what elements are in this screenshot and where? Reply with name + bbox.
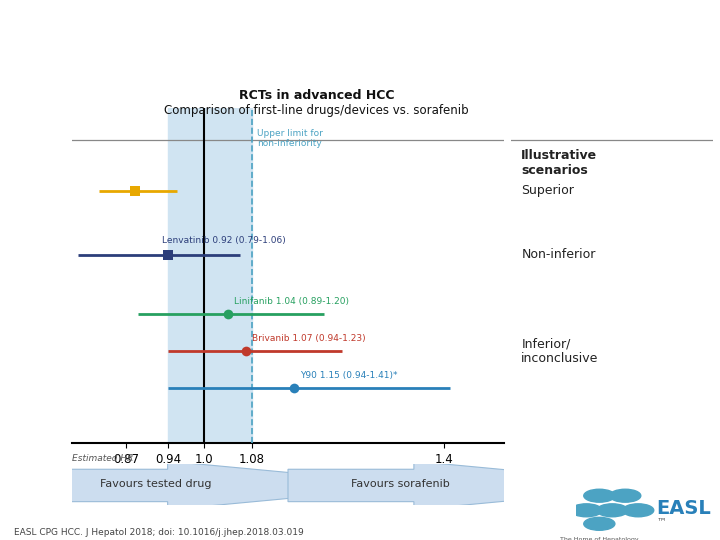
Circle shape [584, 517, 615, 530]
Circle shape [571, 504, 602, 517]
Text: Non-inferiority results in advanced HCC: Non-inferiority results in advanced HCC [25, 26, 438, 46]
Text: Lenvatinib 0.92 (0.79-1.06): Lenvatinib 0.92 (0.79-1.06) [162, 235, 286, 245]
Circle shape [584, 489, 615, 502]
Text: Favours tested drug: Favours tested drug [101, 479, 212, 489]
Circle shape [610, 489, 641, 502]
Text: Illustrative
scenarios: Illustrative scenarios [521, 149, 598, 177]
Text: Inferior/
inconclusive: Inferior/ inconclusive [521, 337, 598, 365]
Text: ⌂: ⌂ [662, 25, 685, 59]
Text: Comparison of first-line drugs/devices vs. sorafenib: Comparison of first-line drugs/devices v… [164, 104, 469, 117]
Text: Estimated HR: Estimated HR [72, 454, 133, 463]
Text: Upper limit for
non-inferiority: Upper limit for non-inferiority [257, 129, 323, 148]
FancyBboxPatch shape [288, 461, 673, 510]
Bar [168, 108, 252, 443]
Text: ™: ™ [657, 516, 666, 526]
Text: Superior: Superior [521, 184, 574, 197]
Text: The Home of Hepatology: The Home of Hepatology [560, 537, 639, 540]
Text: Brivanib 1.07 (0.94-1.23): Brivanib 1.07 (0.94-1.23) [252, 334, 366, 343]
Circle shape [623, 504, 654, 517]
Text: Non-inferior: Non-inferior [521, 248, 595, 261]
Text: Linifanib 1.04 (0.89-1.20): Linifanib 1.04 (0.89-1.20) [234, 297, 349, 306]
Text: Y90 1.15 (0.94-1.41)*: Y90 1.15 (0.94-1.41)* [300, 370, 397, 380]
FancyBboxPatch shape [59, 461, 427, 510]
Text: RCTs in advanced HCC: RCTs in advanced HCC [239, 89, 395, 102]
Text: Favours sorafenib: Favours sorafenib [351, 479, 450, 489]
Text: EASL: EASL [657, 499, 711, 518]
Text: EASL CPG HCC. J Hepatol 2018; doi: 10.1016/j.jhep.2018.03.019: EASL CPG HCC. J Hepatol 2018; doi: 10.10… [14, 528, 304, 537]
Circle shape [597, 504, 628, 517]
X-axis label: Estimated HR: Estimated HR [235, 471, 341, 485]
